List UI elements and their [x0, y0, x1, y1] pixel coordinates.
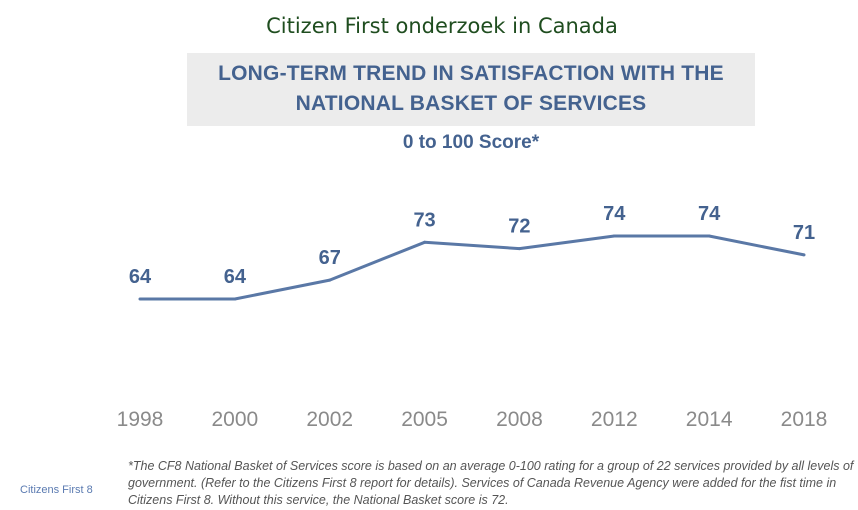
- value-labels: 64 64 67 73 72 74 74 71: [129, 203, 815, 288]
- series-layer: [138, 234, 806, 301]
- value-label: 64: [224, 266, 247, 288]
- data-point: [802, 253, 806, 257]
- value-label: 71: [793, 222, 815, 244]
- data-point: [233, 297, 237, 301]
- x-tick-label: 1998: [117, 408, 164, 431]
- x-tick-label: 2008: [496, 408, 543, 431]
- footnote: *The CF8 National Basket of Services sco…: [128, 459, 854, 507]
- value-label: 74: [603, 203, 626, 225]
- value-label: 73: [413, 209, 435, 231]
- x-axis-labels: 1998 2000 2002 2005 2008 2012 2014 2018: [117, 408, 828, 431]
- data-point: [138, 297, 142, 301]
- data-point: [423, 240, 427, 244]
- data-point: [517, 247, 521, 251]
- x-tick-label: 2000: [211, 408, 258, 431]
- chart-subtitle: 0 to 100 Score*: [402, 132, 540, 153]
- slide-title: Citizen First onderzoek in Canada: [266, 14, 618, 38]
- value-label: 64: [129, 266, 152, 288]
- chart-title-line-1: LONG-TERM TREND IN SATISFACTION WITH THE: [218, 62, 724, 85]
- data-point: [328, 278, 332, 282]
- value-label: 74: [698, 203, 721, 225]
- x-tick-label: 2002: [306, 408, 353, 431]
- x-tick-label: 2005: [401, 408, 448, 431]
- value-label: 67: [319, 247, 341, 269]
- value-label: 72: [508, 216, 530, 238]
- x-tick-label: 2018: [781, 408, 828, 431]
- data-point: [612, 234, 616, 238]
- source-label: Citizens First 8: [20, 484, 93, 496]
- series-line: [140, 234, 805, 301]
- chart-title-band: [187, 53, 755, 126]
- x-tick-label: 2012: [591, 408, 638, 431]
- chart-title: LONG-TERM TREND IN SATISFACTION WITH THE…: [187, 59, 755, 119]
- data-point: [707, 234, 711, 238]
- x-tick-label: 2014: [686, 408, 733, 431]
- chart-title-line-2: NATIONAL BASKET OF SERVICES: [295, 92, 647, 115]
